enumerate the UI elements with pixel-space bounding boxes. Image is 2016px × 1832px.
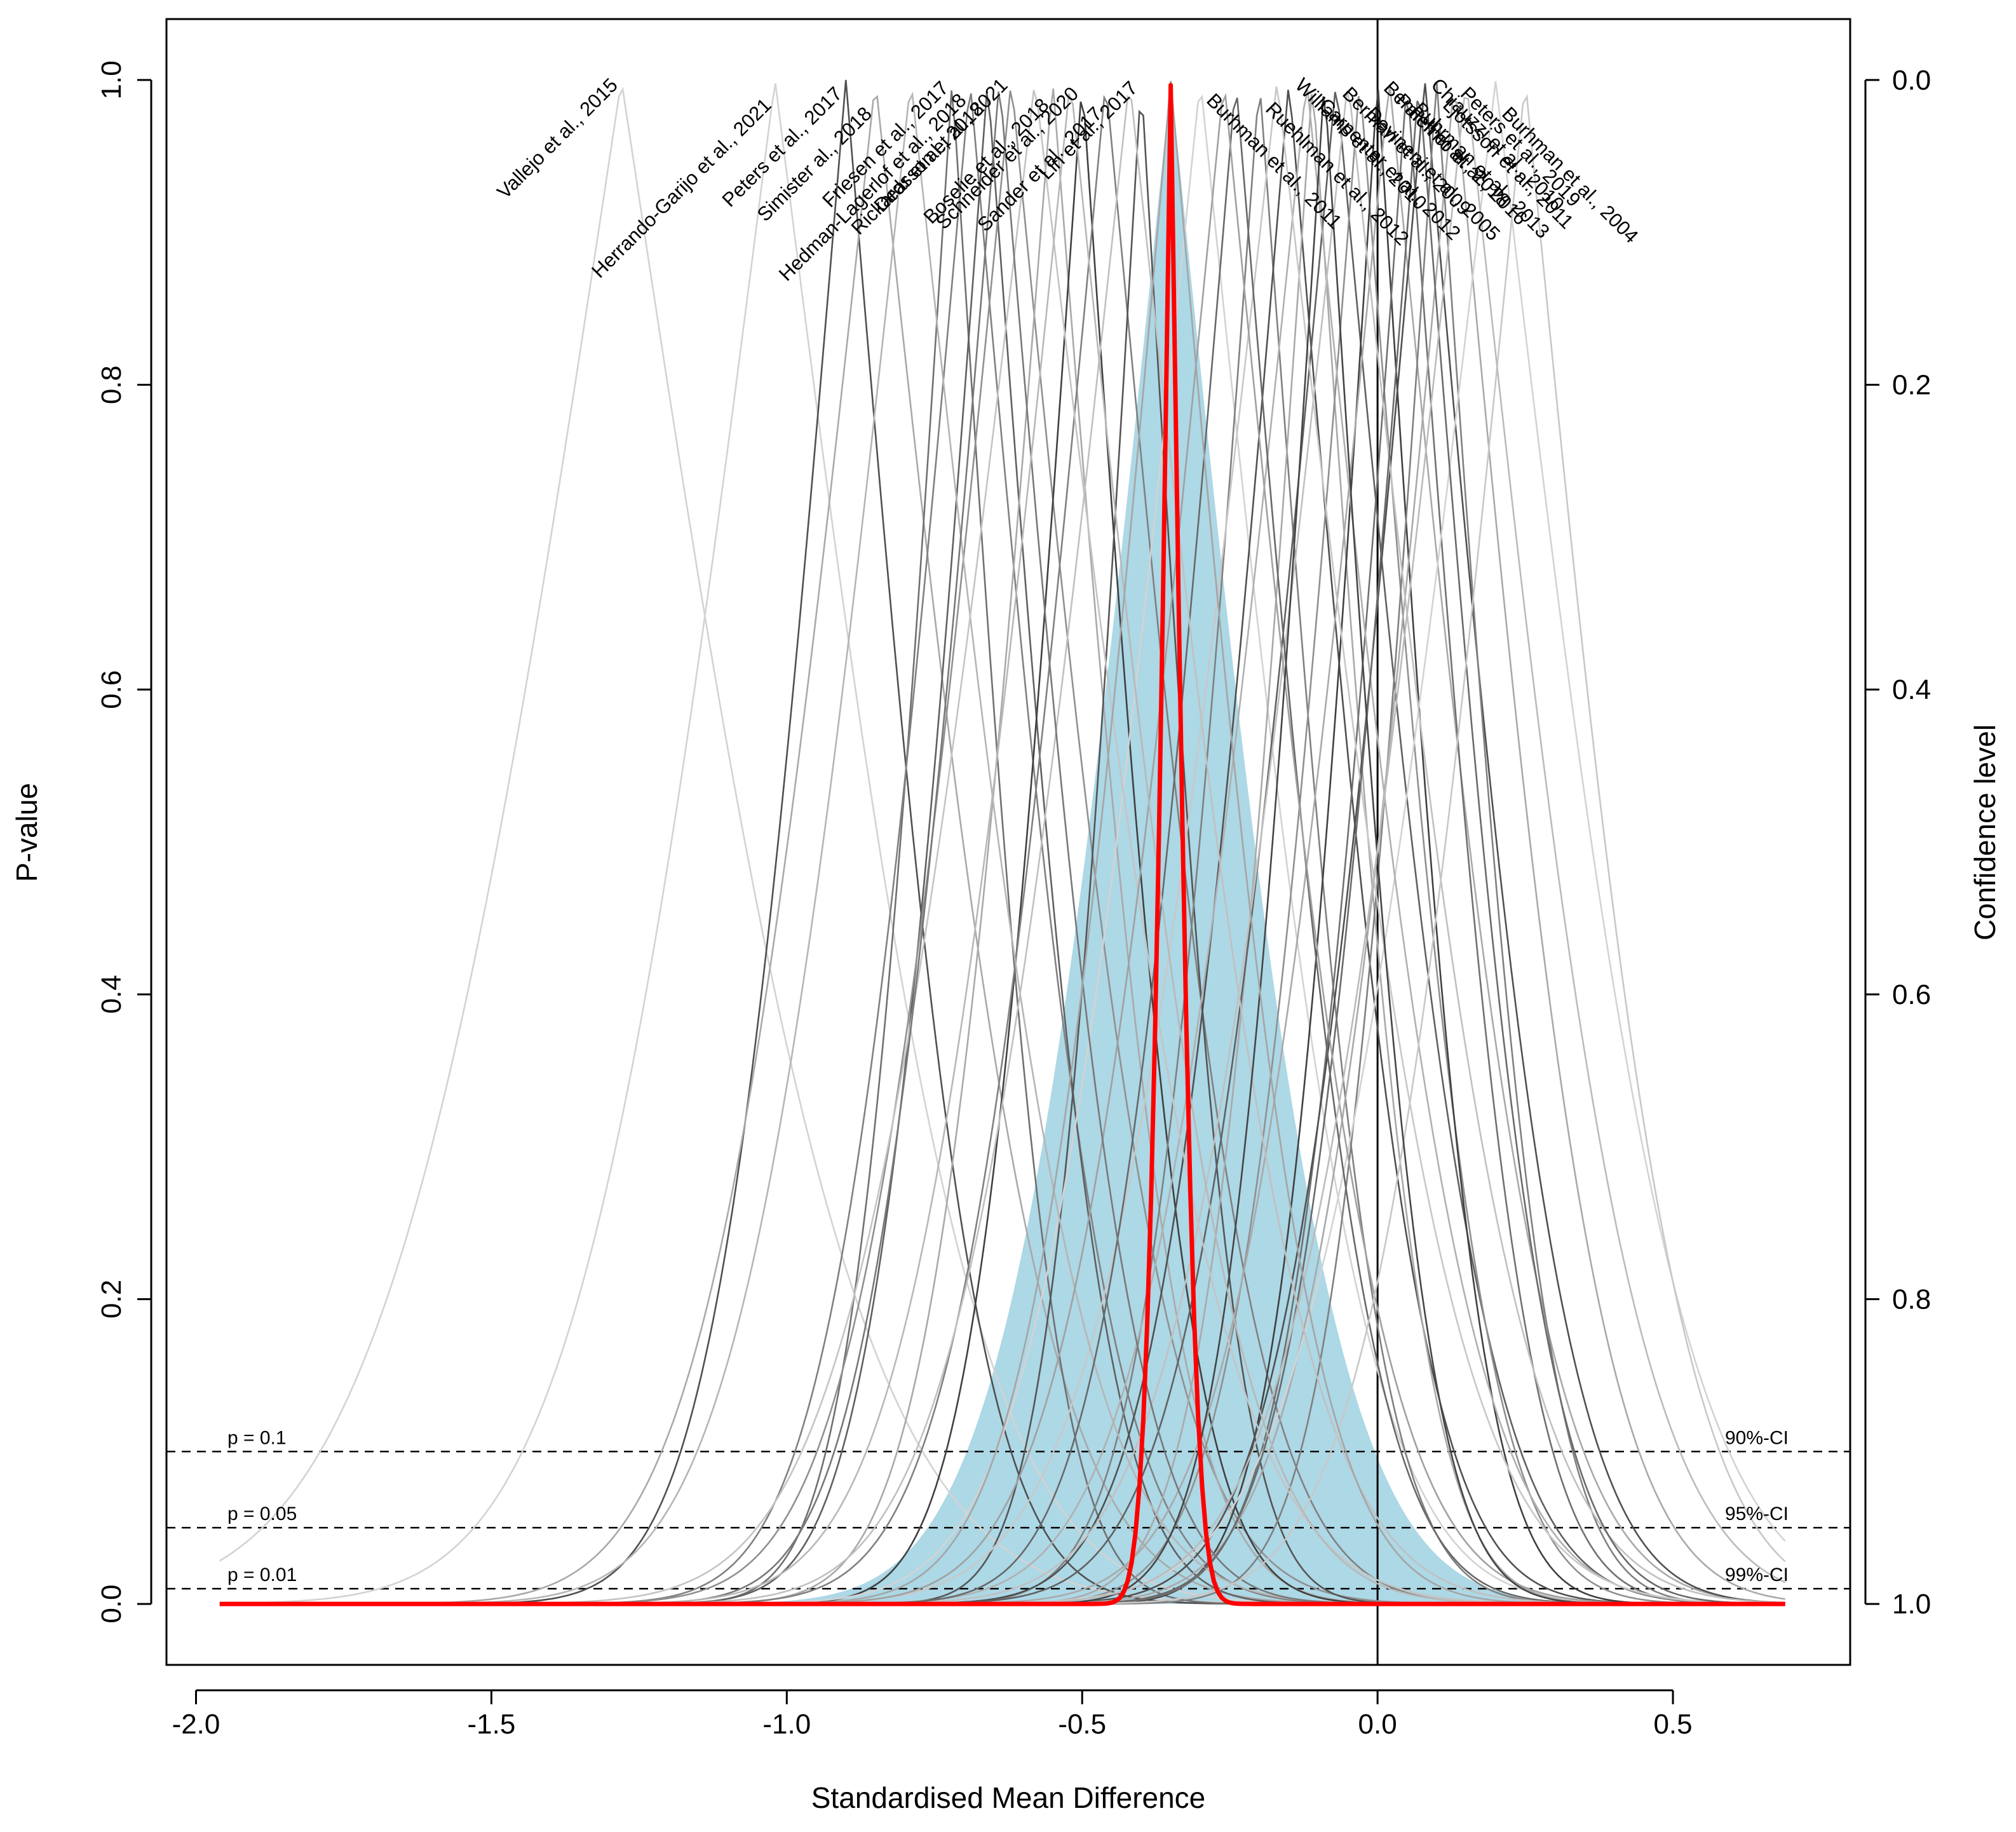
plot-area-frame: [165, 18, 1851, 1666]
reference-label-right: 95%-CI: [1725, 1503, 1789, 1524]
x-tick-label: 0.0: [1358, 1709, 1397, 1740]
prediction-region-layer: [219, 81, 1785, 1605]
y-tick-label: 0.2: [96, 1280, 127, 1319]
reference-label-left: p = 0.1: [227, 1427, 287, 1448]
x-axis-title: Standardised Mean Difference: [811, 1781, 1206, 1814]
y-tick-label: 0.4: [96, 975, 127, 1014]
x-tick-label: 0.5: [1653, 1709, 1692, 1740]
study-label: Vallejo et al., 2015: [492, 74, 621, 203]
reference-label-left: p = 0.01: [227, 1564, 297, 1585]
summary-effect-curve: [219, 83, 1785, 1606]
y-tick-label: 0.8: [96, 365, 127, 404]
y2-axis-title: Confidence level: [1968, 724, 2001, 940]
summary-curve-layer: [219, 83, 1785, 1606]
y2-tick-label: 0.6: [1892, 979, 1931, 1010]
y2-tick-label: 0.0: [1892, 65, 1931, 96]
y2-tick-label: 1.0: [1892, 1589, 1931, 1620]
reference-lines-layer: [166, 19, 1850, 1665]
x-tick-label: -1.5: [467, 1709, 515, 1740]
y2-tick-label: 0.8: [1892, 1284, 1931, 1315]
study-label: Peters et al., 2019: [1456, 83, 1585, 212]
x-tick-label: -2.0: [172, 1709, 220, 1740]
x-tick-label: -1.0: [762, 1709, 811, 1740]
reference-label-right: 99%-CI: [1725, 1564, 1789, 1585]
prediction-region-area: [219, 81, 1785, 1605]
axes-layer: p = 0.1 90%-CI p = 0.05 95%-CI p = 0.01 99%-C…: [96, 60, 1931, 1740]
y2-tick-label: 0.4: [1892, 674, 1931, 705]
y-tick-label: 1.0: [96, 60, 127, 99]
reference-label-left: p = 0.05: [227, 1503, 297, 1524]
y-axis-title: P-value: [10, 783, 43, 882]
y-tick-label: 0.0: [96, 1585, 127, 1624]
y-tick-label: 0.6: [96, 670, 127, 709]
y2-tick-label: 0.2: [1892, 370, 1931, 401]
x-tick-label: -0.5: [1058, 1709, 1106, 1740]
reference-label-right: 90%-CI: [1725, 1427, 1789, 1448]
